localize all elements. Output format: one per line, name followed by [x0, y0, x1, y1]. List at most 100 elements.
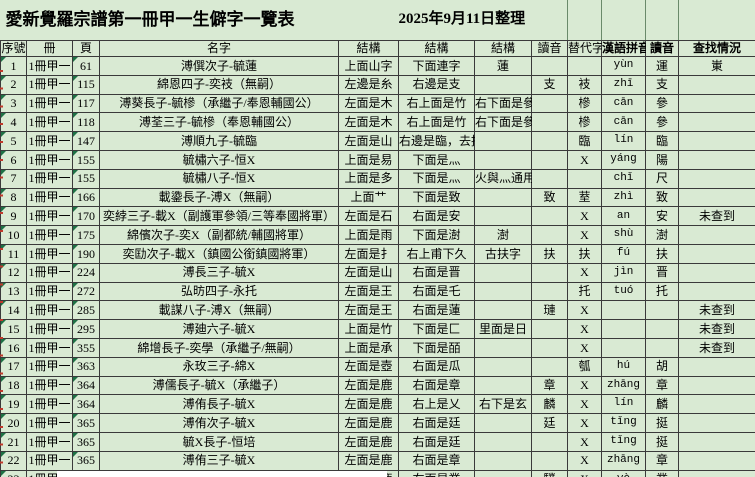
cell-volume[interactable]: 1冊甲一 [26, 243, 73, 264]
cell-structure1[interactable]: 左面是鹿 [338, 413, 399, 433]
cell-volume[interactable]: 1冊甲一 [26, 394, 73, 415]
cell-name[interactable]: 毓橚八子-恒X [99, 168, 339, 189]
cell-structure3[interactable] [474, 131, 532, 151]
cell-no[interactable]: 20 [0, 413, 27, 433]
cell-pinyin[interactable]: yùn [601, 56, 646, 76]
cell-structure3[interactable] [474, 281, 532, 302]
cell-no[interactable]: 3 [0, 93, 27, 114]
cell-structure3[interactable] [474, 187, 532, 208]
cell-name[interactable]: 奕綍三子-載X（副護軍參領/三等奉國將軍） [99, 206, 339, 227]
cell-volume[interactable]: 1冊甲一 [26, 281, 73, 302]
cell-status[interactable] [678, 469, 755, 477]
cell-page[interactable]: 363 [72, 356, 100, 377]
cell-reading1[interactable] [531, 356, 568, 377]
cell-structure2[interactable]: 右面是瓜 [398, 356, 475, 377]
cell-reading2[interactable]: 扶 [645, 243, 679, 264]
cell-volume[interactable]: 1冊甲一 [26, 187, 73, 208]
cell-pinyin[interactable]: an [601, 206, 646, 227]
cell-structure2[interactable]: 右面是晋 [398, 262, 475, 283]
cell-substitute[interactable]: X [567, 225, 602, 245]
cell-name[interactable]: 溥侑次子-毓X [99, 413, 339, 433]
sheet-title[interactable]: 愛新覺羅宗譜第一冊甲一生僻字一覽表 [0, 0, 339, 41]
cell-status[interactable] [678, 112, 755, 133]
cell-structure2[interactable]: 下面是灬 [398, 168, 475, 189]
cell-structure1[interactable]: 左面是壺 [338, 356, 399, 377]
cell-structure3[interactable] [474, 206, 532, 227]
cell-substitute[interactable]: X [567, 431, 602, 452]
cell-structure1[interactable]: 上面艹 [338, 187, 399, 208]
cell-structure2[interactable]: 下面是致 [398, 187, 475, 208]
cell-reading2[interactable]: 麟 [645, 394, 679, 415]
cell-pinyin[interactable]: cān [601, 112, 646, 133]
cell-volume[interactable]: 1冊甲一 [26, 262, 73, 283]
title-row-empty-cell[interactable] [601, 0, 646, 41]
cell-name[interactable]: 載謀八子-溥X（無嗣） [99, 300, 339, 321]
cell-structure2[interactable]: 右邊是支 [398, 74, 475, 95]
cell-reading1[interactable]: 章 [531, 375, 568, 396]
cell-structure3[interactable] [474, 356, 532, 377]
column-header-reading2[interactable]: 讀音 [645, 40, 679, 57]
cell-structure2[interactable]: 下面連字 [398, 56, 475, 76]
cell-status[interactable] [678, 413, 755, 433]
cell-substitute[interactable]: X [567, 450, 602, 471]
cell-status[interactable] [678, 243, 755, 264]
cell-structure3[interactable] [474, 450, 532, 471]
cell-reading1[interactable]: 扶 [531, 243, 568, 264]
cell-reading1[interactable] [531, 93, 568, 114]
cell-substitute[interactable]: X [567, 149, 602, 170]
cell-page[interactable]: 285 [72, 300, 100, 321]
cell-pinyin[interactable]: tuó [601, 281, 646, 302]
cell-reading2[interactable]: 胡 [645, 356, 679, 377]
cell-volume[interactable]: 1冊甲一 [26, 168, 73, 189]
cell-reading1[interactable] [531, 112, 568, 133]
cell-no[interactable]: 13 [0, 281, 27, 302]
cell-structure2[interactable]: 右上面是竹 [398, 112, 475, 133]
cell-no[interactable]: 21 [0, 431, 27, 452]
cell-status[interactable] [678, 450, 755, 471]
cell-substitute[interactable] [567, 168, 602, 189]
cell-name[interactable]: 毓橚六子-恒X [99, 149, 339, 170]
cell-substitute[interactable]: X [567, 337, 602, 358]
column-header-name[interactable]: 名字 [99, 40, 339, 57]
cell-reading2[interactable]: 參 [645, 93, 679, 114]
cell-pinyin[interactable] [601, 300, 646, 321]
cell-structure3[interactable]: 古扶字 [474, 243, 532, 264]
cell-structure1[interactable]: 左面是鹿 [338, 394, 399, 415]
cell-reading2[interactable]: 安 [645, 206, 679, 227]
cell-no[interactable]: 10 [0, 225, 27, 245]
cell-page[interactable]: 365 [72, 431, 100, 452]
cell-pinyin[interactable]: yè [601, 469, 646, 477]
cell-page[interactable]: 166 [72, 187, 100, 208]
cell-no[interactable]: 11 [0, 243, 27, 264]
cell-reading2[interactable] [645, 300, 679, 321]
cell-name[interactable]: 溥侑三子-毓X [99, 450, 339, 471]
cell-volume[interactable]: 1冊甲一 [26, 225, 73, 245]
cell-page[interactable]: 365 [72, 413, 100, 433]
cell-structure3[interactable] [474, 262, 532, 283]
cell-reading2[interactable] [645, 319, 679, 339]
cell-structure2[interactable]: 右面是章 [398, 450, 475, 471]
cell-page[interactable]: 115 [72, 74, 100, 95]
cell-reading1[interactable]: 麟 [531, 394, 568, 415]
cell-no[interactable]: 5 [0, 131, 27, 151]
cell-name[interactable]: 綿恩四子-奕衼（無嗣） [99, 74, 339, 95]
cell-status[interactable]: 崬 [678, 56, 755, 76]
cell-reading1[interactable] [531, 450, 568, 471]
cell-structure1[interactable]: 上面是竹 [338, 319, 399, 339]
cell-structure1[interactable]: 左面是鹿 [338, 375, 399, 396]
cell-structure1[interactable]: 上面是承 [338, 337, 399, 358]
cell-reading2[interactable]: 澍 [645, 225, 679, 245]
cell-no[interactable]: 9 [0, 206, 27, 227]
cell-structure1[interactable]: 上面是多 [338, 168, 399, 189]
cell-volume[interactable]: 1冊甲一 [26, 56, 73, 76]
cell-volume[interactable]: 1冊甲一 [26, 149, 73, 170]
cell-substitute[interactable]: X [567, 413, 602, 433]
cell-structure1[interactable]: 左面是鹿 [338, 431, 399, 452]
cell-structure1[interactable]: 上面山字 [338, 56, 399, 76]
cell-structure1[interactable]: 左面是石 [338, 206, 399, 227]
cell-structure3[interactable] [474, 300, 532, 321]
cell-name[interactable]: 綿儐次子-奕X（副都統/輔國將軍） [99, 225, 339, 245]
cell-reading2[interactable]: 臨 [645, 131, 679, 151]
cell-structure2[interactable]: 右面是蓮 [398, 300, 475, 321]
cell-status[interactable] [678, 375, 755, 396]
